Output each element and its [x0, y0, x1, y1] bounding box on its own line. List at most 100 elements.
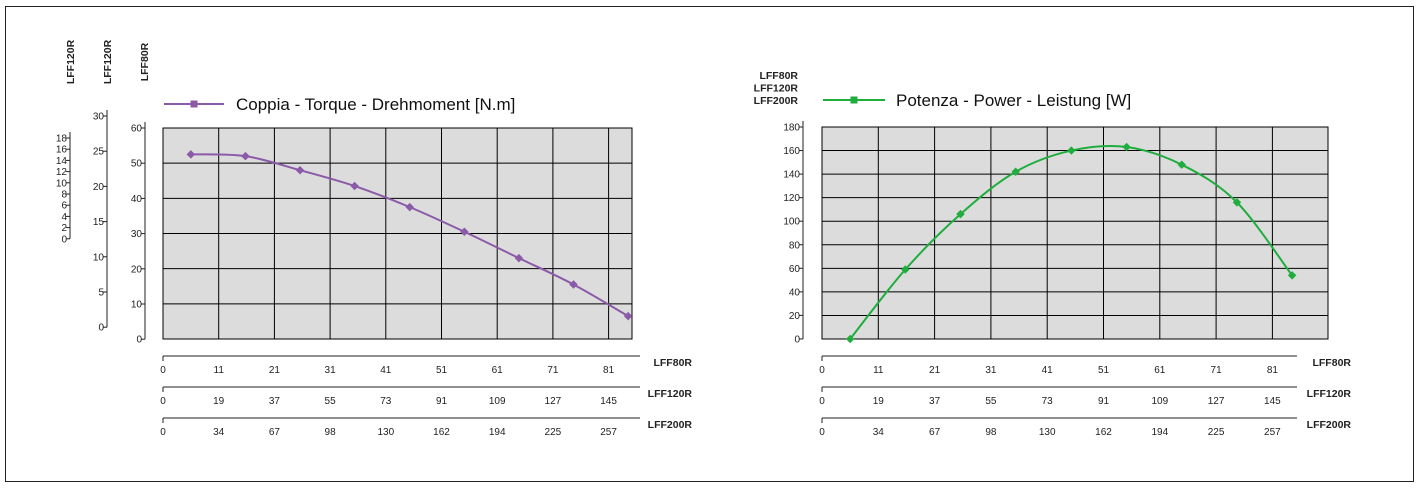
chart0-x-tick-label: 225 [545, 427, 562, 438]
chart0-x-tick-label: 0 [160, 427, 166, 438]
chart0-x-tick-label: 91 [436, 396, 448, 407]
chart0-x-tick-label: 21 [269, 365, 281, 376]
chart0-y-tick-label: 2 [61, 223, 67, 234]
chart1-x-tick-label: 91 [1098, 396, 1110, 407]
chart1-x-tick-label: 19 [873, 396, 885, 407]
chart1-x-tick-label: 11 [873, 365, 884, 376]
chart1-x-tick-label: 34 [873, 427, 885, 438]
chart0-y-tick-label: 14 [56, 156, 68, 167]
chart0-legend-text: Coppia - Torque - Drehmoment [N.m] [236, 95, 515, 114]
chart1-y-tick-label: 160 [783, 146, 800, 157]
chart1-x-tick-label: 37 [929, 396, 941, 407]
chart0-x-tick-label: 257 [600, 427, 617, 438]
chart1-y-axis-name: LFF80R [759, 70, 798, 82]
chart0-y-tick-label: 60 [131, 124, 143, 135]
chart1-x-tick-label: 81 [1267, 365, 1279, 376]
chart1-x-tick-label: 0 [819, 396, 825, 407]
chart1-y-tick-label: 120 [783, 193, 800, 204]
chart0-y-tick-label: 16 [56, 145, 68, 156]
chart1-x-tick-label: 162 [1095, 427, 1112, 438]
chart0-x-tick-label: 109 [489, 396, 506, 407]
chart1-x-tick-label: 21 [929, 365, 941, 376]
chart1-x-tick-label: 73 [1042, 396, 1054, 407]
chart0-x-tick-label: 162 [433, 427, 450, 438]
chart1-legend-text: Potenza - Power - Leistung [W] [896, 91, 1131, 110]
chart0-x-tick-label: 130 [377, 427, 394, 438]
chart0-x-tick-label: 11 [214, 365, 225, 376]
chart0-x-tick-label: 37 [269, 396, 281, 407]
chart1-y-tick-label: 180 [783, 123, 800, 134]
chart1-x-tick-label: 51 [1098, 365, 1110, 376]
chart0-y-tick-label: 8 [61, 190, 67, 201]
chart0-y-tick-label: 10 [56, 178, 68, 189]
chart1-x-tick-label: 194 [1151, 427, 1168, 438]
chart0-x-tick-label: 67 [269, 427, 281, 438]
chart0-x-tick-label: 34 [213, 427, 225, 438]
chart1-x-tick-label: 109 [1151, 396, 1168, 407]
chart0-x-tick-label: 0 [160, 365, 166, 376]
chart0-y-axis-name: LFF120R [65, 39, 77, 84]
chart0-y-tick-label: 0 [136, 335, 142, 346]
chart1-x-tick-label: 61 [1154, 365, 1166, 376]
chart1-x-tick-label: 225 [1208, 427, 1225, 438]
chart0-y-tick-label: 0 [61, 234, 67, 245]
chart1-y-tick-label: 100 [783, 217, 800, 228]
chart0-y-tick-label: 40 [131, 194, 143, 205]
chart1-y-tick-label: 80 [789, 240, 801, 251]
chart0-y-tick-label: 20 [93, 182, 105, 193]
chart0-x-tick-label: 41 [380, 365, 392, 376]
chart0-y-tick-label: 25 [93, 147, 105, 158]
chart0-x-tick-label: 145 [600, 396, 617, 407]
chart1-x-tick-label: 0 [819, 427, 825, 438]
chart0-x-tick-label: 81 [603, 365, 615, 376]
chart0-x-tick-label: 19 [213, 396, 225, 407]
chart1-x-tick-label: 127 [1208, 396, 1225, 407]
chart1-plot-area [822, 127, 1328, 339]
chart0-x-tick-label: 73 [380, 396, 392, 407]
chart1-y-tick-label: 40 [789, 287, 801, 298]
chart1-x-tick-label: 257 [1264, 427, 1281, 438]
chart1-x-tick-label: 55 [985, 396, 997, 407]
chart1-y-tick-label: 0 [794, 334, 800, 345]
chart0-x-tick-label: 51 [436, 365, 448, 376]
chart1-x-tick-label: 130 [1039, 427, 1056, 438]
chart1-y-axis-name: LFF200R [754, 95, 799, 107]
chart0-legend-marker [191, 101, 198, 108]
chart0-y-tick-label: 18 [56, 134, 68, 145]
chart1-legend-marker [851, 97, 858, 104]
chart1-x-axis-name: LFF120R [1307, 388, 1352, 400]
chart0-y-tick-label: 4 [61, 212, 67, 223]
chart0-y-tick-label: 30 [93, 112, 105, 123]
chart1-x-tick-label: 71 [1211, 365, 1223, 376]
chart0-x-tick-label: 71 [547, 365, 559, 376]
chart0-y-axis-name: LFF120R [102, 39, 114, 84]
chart1-x-axis-name: LFF80R [1312, 357, 1351, 369]
chart0-y-tick-label: 12 [56, 167, 68, 178]
chart0-x-tick-label: 61 [492, 365, 504, 376]
chart1-x-tick-label: 145 [1264, 396, 1281, 407]
chart1-x-tick-label: 0 [819, 365, 825, 376]
chart0-y-tick-label: 50 [131, 159, 143, 170]
chart0-x-axis-name: LFF120R [648, 388, 693, 400]
chart1-y-tick-label: 140 [783, 170, 800, 181]
chart0-y-tick-label: 6 [61, 201, 67, 212]
chart0-y-tick-label: 30 [131, 229, 143, 240]
chart0-x-tick-label: 55 [325, 396, 337, 407]
chart1-y-tick-label: 20 [789, 311, 801, 322]
chart0-x-tick-label: 31 [325, 365, 337, 376]
chart1-x-tick-label: 31 [985, 365, 997, 376]
chart0-y-tick-label: 10 [93, 252, 105, 263]
chart0-x-tick-label: 194 [489, 427, 506, 438]
chart0-y-tick-label: 10 [131, 300, 143, 311]
chart0-y-tick-label: 20 [131, 264, 143, 275]
chart0-x-tick-label: 98 [325, 427, 337, 438]
chart1-x-tick-label: 98 [985, 427, 997, 438]
chart1-x-axis-name: LFF200R [1307, 419, 1352, 431]
chart0-x-axis-name: LFF200R [648, 419, 693, 431]
chart0-x-axis-name: LFF80R [653, 357, 692, 369]
chart1-x-tick-label: 67 [929, 427, 941, 438]
chart1-x-tick-label: 41 [1042, 365, 1054, 376]
chart0-y-tick-label: 5 [98, 288, 104, 299]
chart0-y-axis-name: LFF80R [139, 42, 151, 81]
